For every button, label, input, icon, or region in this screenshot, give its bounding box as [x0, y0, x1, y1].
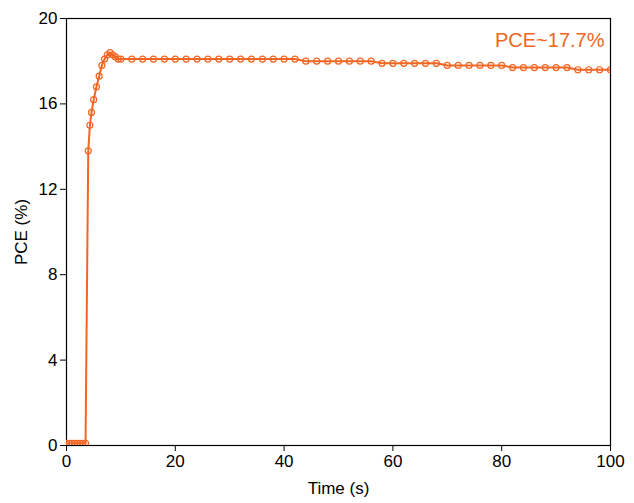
svg-text:12: 12 [39, 180, 58, 199]
svg-text:40: 40 [275, 452, 294, 471]
svg-text:0: 0 [62, 452, 71, 471]
svg-text:PCE (%): PCE (%) [12, 199, 31, 265]
svg-text:80: 80 [492, 452, 511, 471]
svg-text:8: 8 [48, 265, 57, 284]
svg-text:16: 16 [39, 94, 58, 113]
svg-text:PCE~17.7%: PCE~17.7% [495, 29, 605, 51]
svg-text:Time (s): Time (s) [308, 479, 370, 498]
svg-text:4: 4 [48, 351, 57, 370]
svg-text:20: 20 [166, 452, 185, 471]
svg-text:100: 100 [596, 452, 624, 471]
svg-text:20: 20 [39, 9, 58, 28]
svg-text:0: 0 [48, 436, 57, 455]
svg-text:60: 60 [383, 452, 402, 471]
